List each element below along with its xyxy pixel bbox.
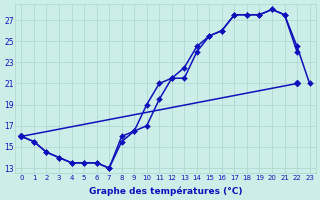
X-axis label: Graphe des températures (°C): Graphe des températures (°C) <box>89 186 242 196</box>
